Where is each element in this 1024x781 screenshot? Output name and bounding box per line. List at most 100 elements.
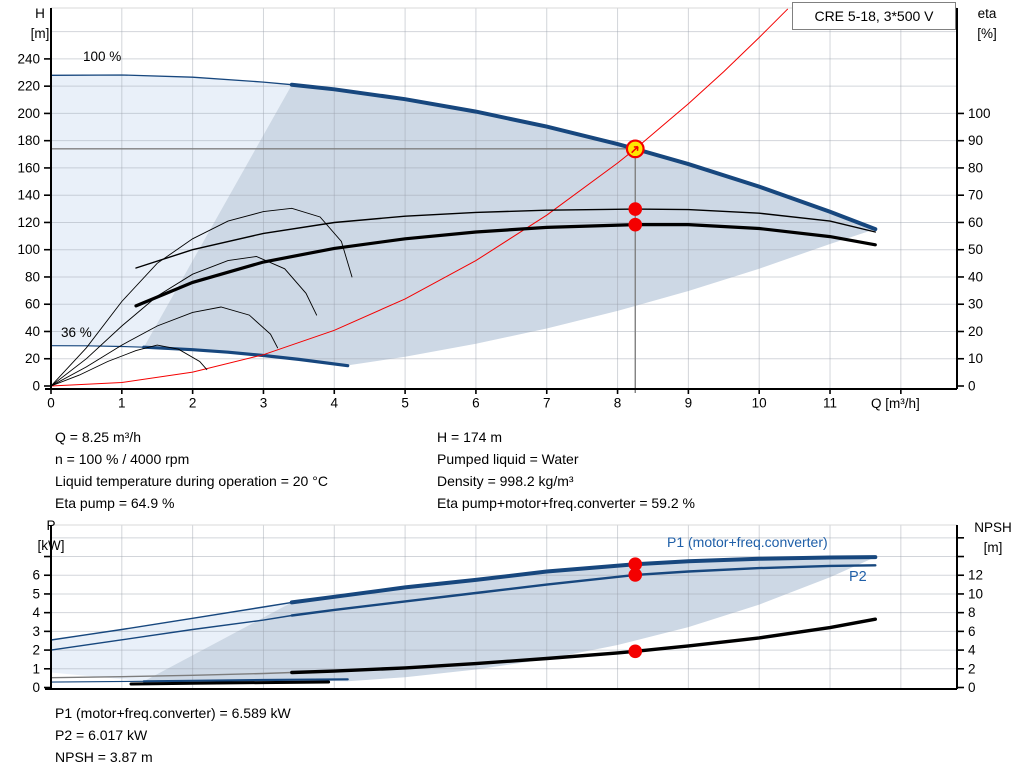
pump-title-box: CRE 5-18, 3*500 V <box>792 2 956 30</box>
tick-label-right: 50 <box>968 242 983 257</box>
p-axis-title: P [kW] <box>28 516 74 556</box>
tick-label-left: 5 <box>32 586 40 601</box>
tick-label-right: 12 <box>968 568 983 583</box>
tick-label-x: 5 <box>401 396 409 411</box>
tick-label-left: 240 <box>17 51 40 66</box>
duty-info-left: Q = 8.25 m³/h n = 100 % / 4000 rpm Liqui… <box>55 426 328 514</box>
tick-label-left: 220 <box>17 79 40 94</box>
info-eta-total: Eta pump+motor+freq.converter = 59.2 % <box>437 495 695 511</box>
p-axis-title-symbol: P <box>46 518 56 533</box>
npsh-axis-title: NPSH [m] <box>964 518 1022 558</box>
h-axis-title-unit: [m] <box>30 26 50 41</box>
duty-point-arrow-icon <box>631 145 639 154</box>
tick-label-right: 2 <box>968 661 976 676</box>
tick-label-left: 2 <box>32 643 40 658</box>
hq-curve-100pct-duty-range <box>289 82 878 232</box>
tick-label-right: 4 <box>968 643 976 658</box>
info-head: H = 174 m <box>437 429 502 445</box>
speed-100pct-label: 100 % <box>83 49 122 64</box>
power-info: P1 (motor+freq.converter) = 6.589 kW P2 … <box>55 702 291 768</box>
info-npsh: NPSH = 3.87 m <box>55 749 153 765</box>
info-liquid-temperature: Liquid temperature during operation = 20… <box>55 473 328 489</box>
info-density: Density = 998.2 kg/m³ <box>437 473 574 489</box>
duty-envelope-dark <box>143 84 876 366</box>
tick-label-x: 2 <box>189 396 197 411</box>
tick-label-right: 90 <box>968 133 983 148</box>
eta-axis-title: eta [%] <box>962 4 1012 44</box>
hq-chart-gridlines <box>51 8 957 389</box>
p1-operating-dot <box>628 557 643 572</box>
system-curve <box>50 8 788 387</box>
p-axis-title-unit: [kW] <box>37 538 65 553</box>
eta-pump-motor-freq-curve <box>134 223 877 308</box>
hq-curve-36pct-duty-range <box>142 345 350 368</box>
h-axis-title-symbol: H <box>35 6 45 21</box>
tick-label-x: 3 <box>260 396 268 411</box>
npsh-axis-title-symbol: NPSH <box>974 520 1012 535</box>
tick-label-x: 11 <box>823 396 837 411</box>
p2-curve-label: P2 <box>849 569 867 585</box>
tick-label-left: 3 <box>32 624 40 639</box>
tick-label-right: 8 <box>968 605 976 620</box>
tick-label-left: 80 <box>25 269 40 284</box>
p2-curve-duty-range <box>290 564 877 617</box>
info-p1: P1 (motor+freq.converter) = 6.589 kW <box>55 705 291 721</box>
tick-label-left: 4 <box>32 605 40 620</box>
eta-total-operating-dot <box>628 217 643 232</box>
eta-reduced-speed-curve-2 <box>50 256 318 387</box>
duty-info-right: H = 174 m Pumped liquid = Water Density … <box>437 426 695 514</box>
tick-label-right: 100 <box>968 106 991 121</box>
p2-operating-dot <box>628 568 643 582</box>
tick-label-left: 100 <box>17 242 40 257</box>
eta-axis-title-symbol: eta <box>977 6 997 21</box>
p1-curve-label: P1 (motor+freq.converter) <box>667 534 828 550</box>
tick-label-x: 6 <box>472 396 480 411</box>
info-eta-pump: Eta pump = 64.9 % <box>55 495 175 511</box>
tick-label-x: 10 <box>752 396 767 411</box>
tick-label-left: 140 <box>17 188 40 203</box>
pump-title: CRE 5-18, 3*500 V <box>814 8 934 24</box>
tick-label-left: 120 <box>17 215 40 230</box>
tick-label-right: 20 <box>968 324 983 339</box>
speed-envelope-light <box>51 75 292 348</box>
duty-point-marker[interactable] <box>625 139 645 159</box>
npsh-operating-dot <box>628 644 643 659</box>
info-speed: n = 100 % / 4000 rpm <box>55 451 190 467</box>
eta-reduced-speed-curve-1 <box>50 207 353 387</box>
tick-label-x: 4 <box>331 396 339 411</box>
tick-label-right: 60 <box>968 215 983 230</box>
eta-pump-curve <box>135 208 876 269</box>
eta-reduced-speed-curve-3 <box>50 306 279 387</box>
power-envelope-dark <box>143 557 876 682</box>
tick-label-left: 60 <box>25 297 40 312</box>
npsh-curve <box>290 617 877 675</box>
speed-36pct-label: 36 % <box>61 325 92 340</box>
tick-label-left: 1 <box>32 661 40 676</box>
tick-label-right: 70 <box>968 188 983 203</box>
p1-curve-36pct-duty-range <box>142 678 349 683</box>
tick-label-right: 6 <box>968 624 976 639</box>
info-pumped-liquid: Pumped liquid = Water <box>437 451 579 467</box>
npsh-axis-title-unit: [m] <box>983 540 1003 555</box>
tick-label-x: 9 <box>685 396 693 411</box>
tick-label-right: 10 <box>968 351 983 366</box>
tick-label-left: 200 <box>17 106 40 121</box>
tick-label-right: 0 <box>968 680 976 695</box>
tick-label-right: 0 <box>968 379 976 394</box>
tick-label-left: 0 <box>32 379 40 394</box>
tick-label-x: 7 <box>543 396 551 411</box>
tick-label-right: 30 <box>968 297 983 312</box>
tick-label-x: 1 <box>118 396 126 411</box>
q-axis-title: Q [m³/h] <box>871 396 920 411</box>
tick-label-right: 10 <box>968 586 983 601</box>
eta-reduced-speed-curve-4 <box>50 344 208 387</box>
tick-label-left: 40 <box>25 324 40 339</box>
h-axis-title: H [m] <box>16 4 64 44</box>
hq-chart: 0204060801001201401601802002202400102030… <box>17 7 991 411</box>
tick-label-x: 8 <box>614 396 622 411</box>
tick-label-x: 0 <box>47 396 55 411</box>
info-p2: P2 = 6.017 kW <box>55 727 148 743</box>
info-flow: Q = 8.25 m³/h <box>55 429 141 445</box>
npsh-curve-low-flow <box>50 671 293 679</box>
